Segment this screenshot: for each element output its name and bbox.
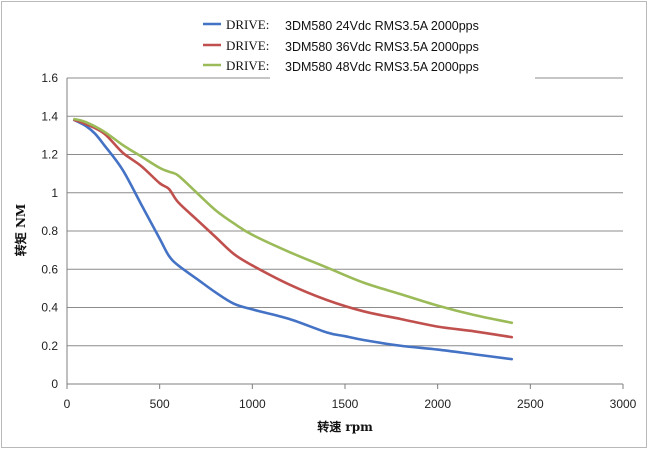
y-tick-label: 1.4: [41, 109, 58, 123]
x-tick-label: 1500: [332, 397, 359, 411]
legend-name-1: DRIVE:: [226, 17, 269, 32]
x-tick-label: 2000: [424, 397, 451, 411]
x-tick-label: 3000: [610, 397, 637, 411]
legend-label-box: [270, 8, 535, 80]
legend-label-3: 3DM580 48Vdc RMS3.5A 2000pps: [285, 60, 479, 74]
series-line-3: [73, 117, 514, 325]
y-tick-label: 0: [51, 377, 58, 391]
x-tick-label: 2500: [517, 397, 544, 411]
y-tick-label: 0.6: [41, 262, 58, 276]
y-tick-label: 1: [51, 186, 58, 200]
x-tick-label: 500: [150, 397, 170, 411]
series-lines: [73, 117, 514, 361]
legend-label-1: 3DM580 24Vdc RMS3.5A 2000pps: [285, 19, 479, 33]
legend-label-2: 3DM580 36Vdc RMS3.5A 2000pps: [285, 40, 479, 54]
series-line-1: [73, 118, 514, 361]
y-tick-label: 0.4: [41, 301, 58, 315]
y-tick-label: 1.2: [41, 148, 58, 162]
y-tick-label: 0.2: [41, 339, 58, 353]
y-tick-label: 1.6: [41, 71, 58, 85]
y-axis-title: 转矩 NM: [13, 204, 28, 256]
legend: DRIVE: 3DM580 24Vdc RMS3.5A 2000pps DRIVE:…: [203, 8, 535, 80]
legend-name-2: DRIVE:: [226, 38, 269, 53]
x-axis-title: 转速 rpm: [317, 419, 373, 434]
axes: 0 0.2 0.4 0.6 0.8 1 1.2 1.4 1.6 0 500 1000 1500 2000 2…: [41, 71, 636, 411]
y-tick-label: 0.8: [41, 224, 58, 238]
x-tick-label: 1000: [239, 397, 266, 411]
legend-name-3: DRIVE:: [226, 58, 269, 73]
x-tick-label: 0: [64, 397, 71, 411]
series-line-2: [73, 118, 514, 339]
gridlines: [67, 77, 623, 347]
